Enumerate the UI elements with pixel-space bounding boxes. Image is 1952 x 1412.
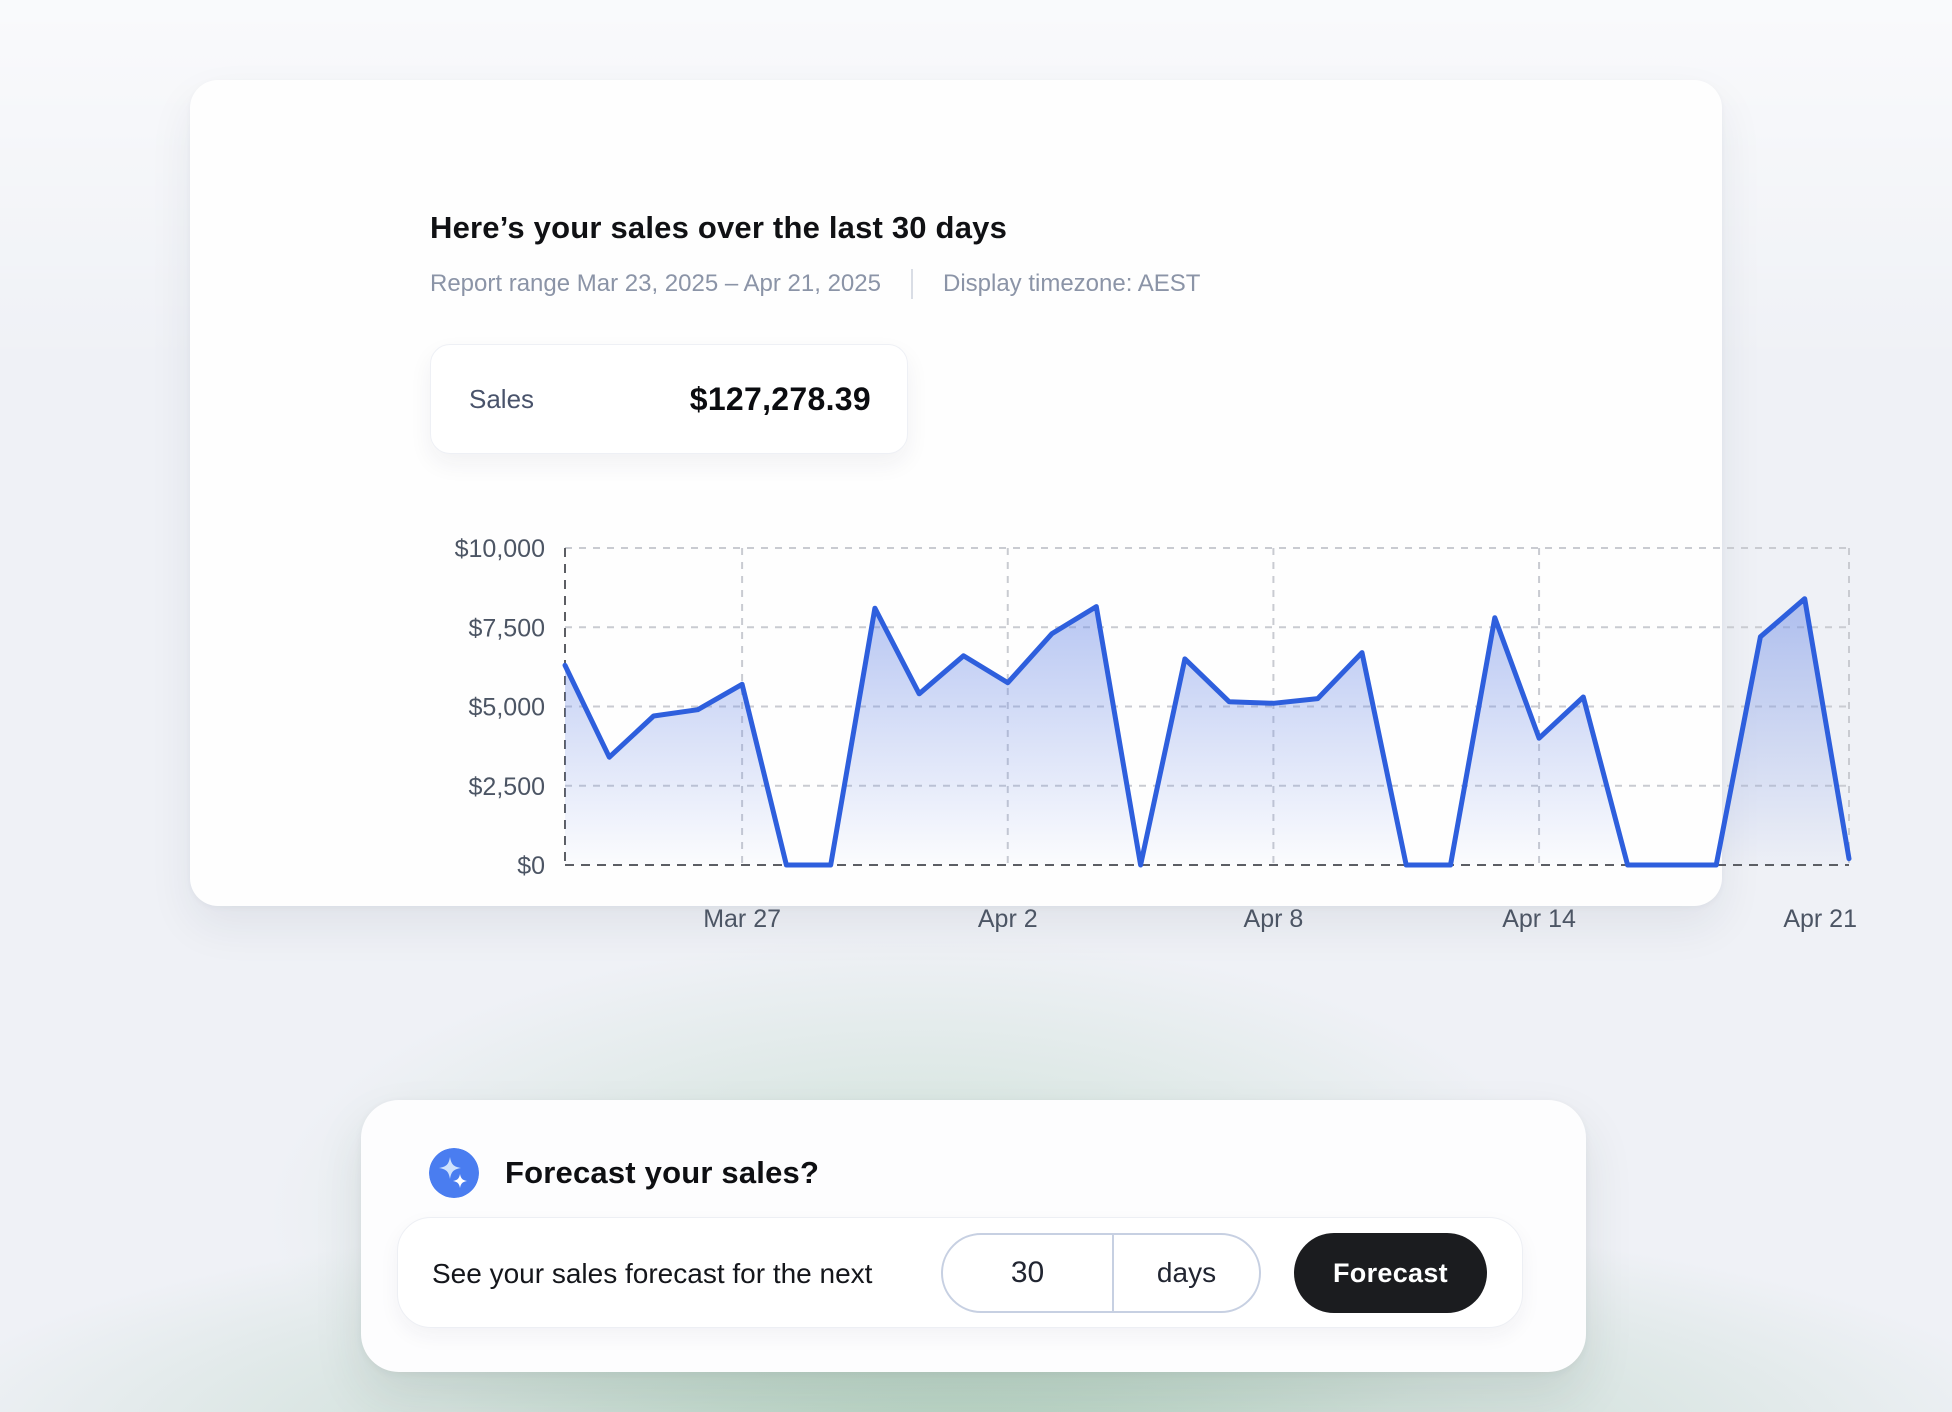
sales-metric-card[interactable]: Sales $127,278.39 [430, 344, 908, 454]
forecast-button[interactable]: Forecast [1294, 1233, 1487, 1313]
report-range-text: Report range Mar 23, 2025 – Apr 21, 2025 [430, 270, 881, 297]
forecast-input-bar: See your sales forecast for the next day… [397, 1217, 1523, 1328]
forecast-card: Forecast your sales? See your sales fore… [361, 1100, 1586, 1372]
svg-text:Mar 27: Mar 27 [703, 905, 781, 933]
svg-text:Apr 14: Apr 14 [1502, 905, 1576, 933]
forecast-title: Forecast your sales? [505, 1155, 820, 1190]
sales-area-chart: $10,000 $7,500 $5,000 $2,500 $0 Mar 27 Apr 2 Ap… [455, 535, 1857, 933]
svg-text:Apr 21: Apr 21 [1783, 905, 1857, 933]
svg-text:$10,000: $10,000 [455, 535, 545, 563]
days-input-group: days [941, 1233, 1261, 1313]
sales-report-card: Here’s your sales over the last 30 days … [190, 80, 1857, 933]
svg-text:Apr 8: Apr 8 [1244, 905, 1304, 933]
svg-text:$7,500: $7,500 [469, 614, 545, 642]
svg-text:$2,500: $2,500 [469, 773, 545, 801]
forecast-prompt-text: See your sales forecast for the next [432, 1257, 873, 1289]
svg-text:Apr 2: Apr 2 [978, 905, 1038, 933]
svg-text:$0: $0 [517, 852, 545, 880]
timezone-text: Display timezone: AEST [942, 270, 1201, 297]
metric-label: Sales [469, 383, 535, 414]
sales-chart: $10,000 $7,500 $5,000 $2,500 $0 Mar 27 Apr 2 Ap… [420, 520, 1880, 950]
page-title: Here’s your sales over the last 30 days [430, 210, 1008, 245]
days-input[interactable] [943, 1235, 1114, 1311]
sparkle-icon [429, 1148, 479, 1198]
svg-text:$5,000: $5,000 [469, 694, 545, 722]
metric-value: $127,278.39 [689, 380, 871, 417]
report-subtitle-row: Report range Mar 23, 2025 – Apr 21, 2025… [430, 266, 1200, 302]
forecast-header: Forecast your sales? [429, 1147, 819, 1199]
subtitle-divider [910, 269, 913, 299]
days-unit-label: days [1156, 1257, 1217, 1288]
